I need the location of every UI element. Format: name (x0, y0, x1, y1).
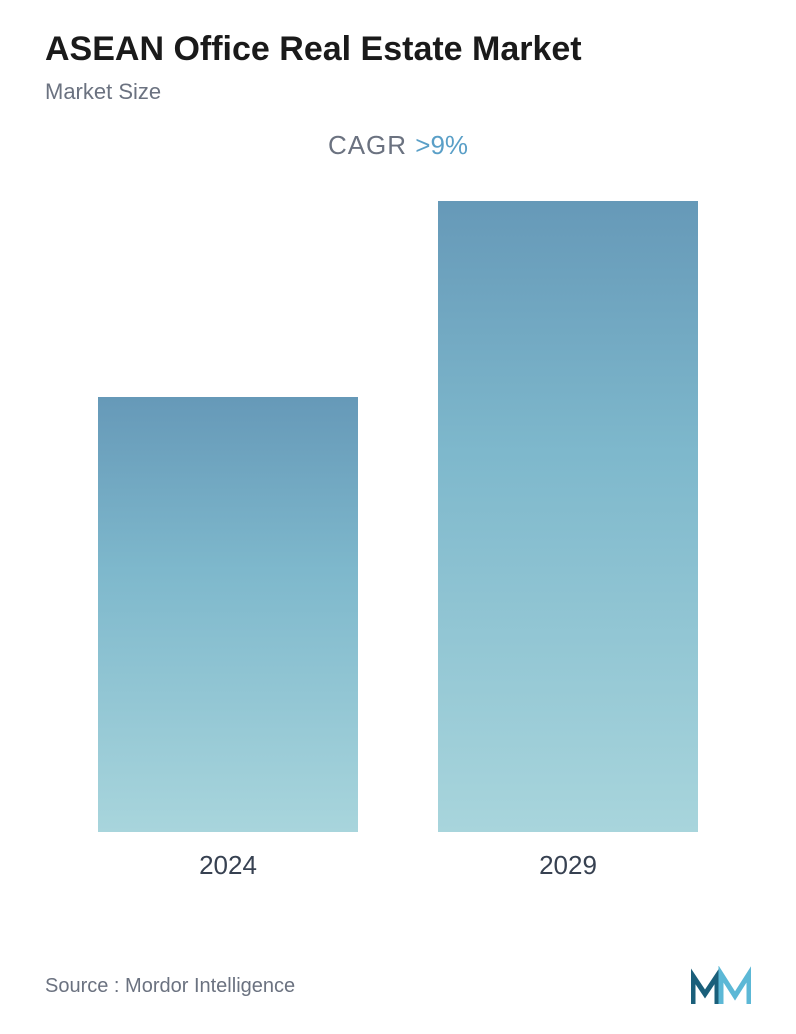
mordor-logo-icon (691, 966, 751, 1006)
bar-group-2029: 2029 (438, 201, 698, 881)
chart-title: ASEAN Office Real Estate Market (45, 30, 751, 69)
cagr-value: >9% (415, 130, 468, 160)
source-text: Source : Mordor Intelligence (45, 975, 295, 998)
bar-label-2029: 2029 (539, 850, 597, 881)
chart-subtitle: Market Size (45, 79, 751, 105)
bar-chart: 2024 2029 (45, 201, 751, 881)
bar-label-2024: 2024 (199, 850, 257, 881)
cagr-label: CAGR (328, 130, 415, 160)
chart-footer: Source : Mordor Intelligence (45, 966, 751, 1006)
chart-container: ASEAN Office Real Estate Market Market S… (0, 0, 796, 1034)
bar-2024 (98, 397, 358, 832)
bar-group-2024: 2024 (98, 201, 358, 881)
cagr-line: CAGR >9% (45, 130, 751, 161)
bar-2029 (438, 201, 698, 832)
